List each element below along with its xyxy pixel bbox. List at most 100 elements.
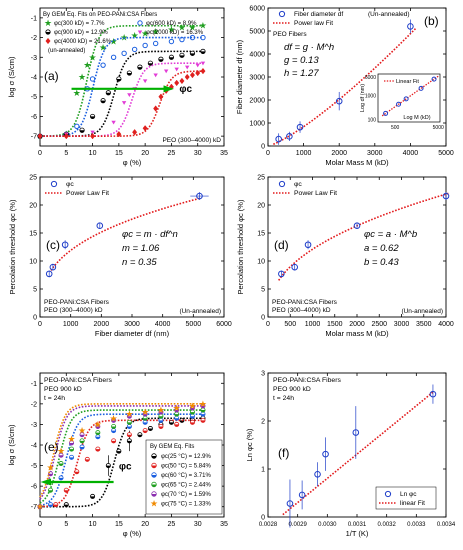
half-fill-marker — [58, 455, 64, 458]
circle-marker — [74, 123, 80, 129]
half-fill-marker — [200, 410, 206, 413]
star-marker: ★ — [125, 409, 133, 419]
triangle-marker — [200, 61, 206, 66]
circle-marker — [286, 500, 294, 507]
diamond-marker — [179, 77, 185, 85]
panel-e: 0 5 10 15 20 25 30 35 -7 -6 -5 -4 -3 -2 -1 φ (%) log σ (… — [7, 372, 228, 538]
triangle-marker — [174, 67, 179, 72]
circle-marker — [100, 62, 106, 68]
y-tick-label: -2 — [31, 401, 37, 408]
half-fill-marker — [151, 484, 157, 487]
y-tick-label: 10 — [29, 259, 37, 266]
x-tick-label: 5000 — [186, 321, 202, 328]
star-marker: ★ — [157, 405, 165, 415]
diamond-marker — [63, 132, 69, 140]
panel-label: (f) — [278, 446, 289, 460]
y-tick-label: -4 — [31, 75, 37, 82]
diamond-marker — [195, 69, 201, 77]
caption-line: PEO-PANi:CSA Fibers — [272, 299, 338, 306]
caption-line: PEO-PANi:CSA Fibers — [273, 377, 341, 384]
half-fill-marker — [169, 57, 174, 60]
star-marker: ★ — [83, 60, 91, 70]
x-tick-label: 15 — [115, 521, 123, 528]
circle-marker — [431, 76, 437, 82]
half-fill-marker — [95, 449, 100, 452]
legend-title: By GEM Eq. Fits on PEO-PANi:CSA Fibers — [43, 12, 157, 18]
caption-line: PEO (300–4000) kD — [44, 307, 103, 314]
half-fill-marker — [174, 424, 179, 427]
half-fill-marker — [48, 473, 53, 476]
half-fill-marker — [158, 416, 164, 419]
y-tick-label: 3 — [261, 371, 265, 378]
half-fill-marker — [64, 504, 69, 507]
equation-line: b = 0.43 — [364, 257, 399, 268]
legend-entry: Ln φc — [400, 491, 417, 498]
x-tick-label: 4000 — [438, 321, 454, 328]
inset-x-tick-label: 5000 — [433, 125, 444, 131]
equation-line: h = 1.27 — [284, 68, 319, 79]
half-fill-marker — [148, 428, 153, 431]
panel-note: (Un-annealed) — [179, 308, 221, 315]
gem-fit-curve — [40, 36, 203, 137]
circle-marker — [396, 101, 402, 107]
diamond-marker — [142, 125, 148, 132]
half-fill-marker — [158, 420, 164, 423]
legend-entry: Power Law Fit — [66, 190, 109, 197]
circle-marker — [278, 10, 286, 18]
legend-entry: φc(4000 kD) = 21.6% — [54, 39, 112, 45]
panel-b: 0 1000 2000 3000 4000 5000 0 1000 2000 3000 4000 50… — [235, 6, 454, 168]
diamond-marker — [189, 71, 195, 79]
x-tick-label: 3000 — [394, 321, 410, 328]
half-fill-marker — [58, 463, 64, 466]
panel-label: (a) — [44, 69, 59, 83]
legend-note: (un-annealed) — [48, 48, 85, 54]
half-fill-marker — [116, 78, 122, 82]
equation-line: df = g · M^h — [284, 42, 334, 53]
arrow-head — [163, 85, 175, 93]
x-tick-label: 3000 — [367, 150, 383, 157]
circle-marker — [442, 192, 450, 200]
circle-marker — [61, 241, 69, 249]
half-fill-marker — [69, 442, 74, 446]
x-tick-label: 0 — [38, 521, 42, 528]
legend-box — [145, 439, 223, 515]
y-tick-label: -5 — [31, 94, 37, 101]
panel-label: (c) — [46, 238, 60, 252]
star-marker: ★ — [57, 446, 65, 456]
legend-entry: φc(2000 kD) = 16.3% — [146, 30, 204, 36]
half-fill-marker — [74, 471, 79, 474]
y-tick-label: -4 — [31, 443, 37, 450]
half-fill-marker — [53, 504, 58, 507]
x-tick-label: 0.0034 — [437, 522, 456, 528]
x-axis-label: Molar Mass M (kD) — [325, 158, 389, 167]
x-tick-label: 10 — [89, 150, 97, 157]
legend-entry: φc — [294, 181, 302, 188]
diamond-marker — [174, 79, 180, 87]
half-fill-marker — [127, 440, 132, 443]
circle-marker — [335, 97, 343, 105]
y-tick-label: -7 — [31, 134, 37, 141]
x-tick-label: 3500 — [416, 321, 432, 328]
legend-entry: φc(60 °C) = 3.71% — [161, 473, 211, 479]
star-marker: ★ — [68, 434, 76, 444]
star-marker: ★ — [178, 23, 186, 33]
y-tick-label: -3 — [31, 422, 37, 429]
y-tick-label: -5 — [31, 463, 37, 470]
x-tick-label: 0 — [266, 321, 270, 328]
half-fill-marker — [190, 407, 195, 411]
triangle-marker — [127, 93, 132, 97]
x-tick-label: 1500 — [327, 321, 343, 328]
inset-y-label: Log df (nm) — [360, 84, 366, 112]
power-law-fit-line — [278, 192, 450, 281]
x-tick-label: 2000 — [331, 150, 347, 157]
half-fill-marker — [174, 418, 179, 421]
x-tick-label: 2500 — [371, 321, 387, 328]
panel-annotation: PEO (300–4000) kD — [162, 137, 221, 144]
x-tick-label: 20 — [141, 521, 149, 528]
circle-marker — [291, 263, 299, 271]
caption-line: t = 24h — [273, 395, 294, 402]
x-tick-label: 25 — [168, 150, 176, 157]
caption-line: PEO 900 kD — [44, 386, 82, 393]
y-tick-label: 20 — [257, 203, 265, 210]
linear-fit-line — [282, 390, 435, 516]
